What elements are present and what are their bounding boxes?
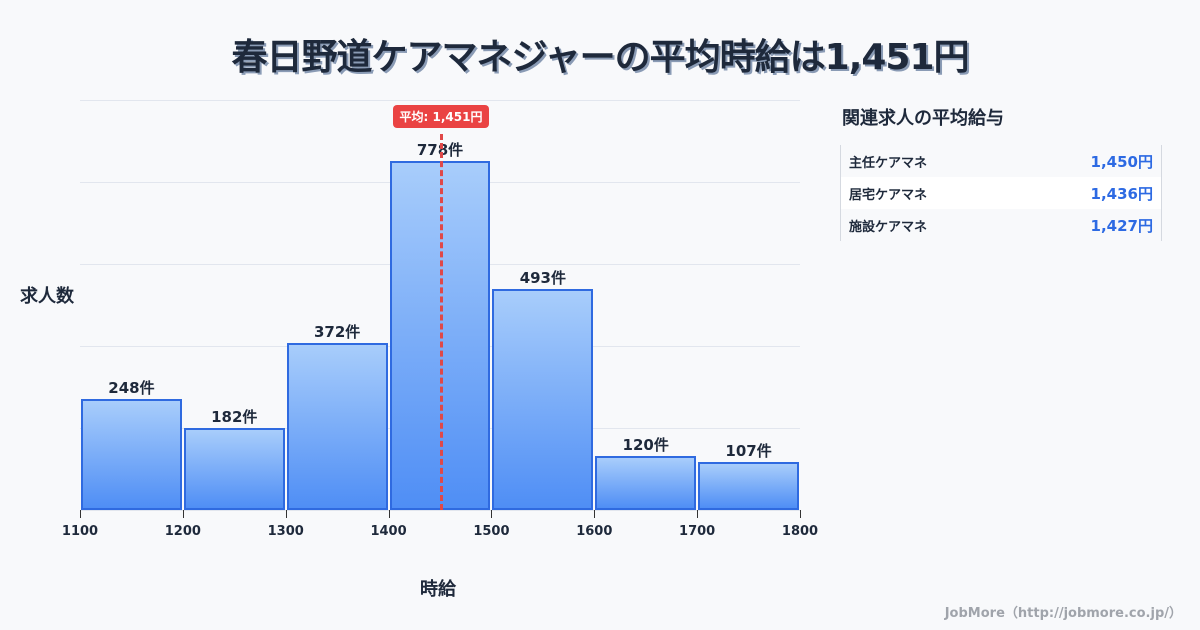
job-wage: 1,450円	[1090, 152, 1153, 171]
x-tick	[800, 510, 801, 518]
histogram-bar	[183, 428, 285, 510]
histogram-bar	[492, 288, 594, 510]
gridline	[80, 510, 800, 511]
histogram-bar	[286, 342, 388, 510]
bar-value-label: 182件	[211, 408, 258, 427]
gridline	[80, 100, 800, 101]
x-tick-label: 1600	[576, 524, 613, 539]
bar-value-label: 372件	[313, 322, 361, 341]
x-tick-label: 1800	[781, 524, 819, 539]
footer-credit: JobMore（http://jobmore.co.jp/）	[944, 606, 1182, 621]
related-job-row: 施設ケアマネ 1,427円	[841, 209, 1161, 241]
x-tick-label: 1200	[164, 524, 201, 539]
bar-value-label: 778件	[416, 140, 464, 159]
job-name: 施設ケアマネ	[849, 219, 928, 235]
job-name: 主任ケアマネ	[849, 155, 928, 171]
bar-value-label: 107件	[725, 441, 772, 460]
x-tick-label: 1500	[473, 524, 510, 539]
related-jobs-table: 主任ケアマネ 1,450円 居宅ケアマネ 1,436円 施設ケアマネ 1,427…	[840, 145, 1162, 241]
x-tick-label: 1700	[679, 524, 716, 539]
histogram-bar	[389, 160, 491, 510]
x-tick	[594, 510, 596, 518]
x-tick-label: 1300	[267, 524, 304, 539]
x-axis-label: 時給	[420, 579, 456, 600]
bar-value-label: 248件	[108, 378, 155, 397]
related-job-row: 主任ケアマネ 1,450円	[841, 145, 1161, 177]
related-jobs-title: 関連求人の平均給与	[842, 108, 1004, 129]
x-tick	[182, 510, 184, 518]
bar-value-label: 493件	[519, 268, 566, 287]
x-tick	[80, 510, 81, 518]
histogram-plot: 248件 182件 372件 778件 493件 120件 107件 1100 1200 1300…	[62, 100, 818, 539]
page-title: 春日野道ケアマネジャーの平均時給は1,451円	[231, 37, 969, 78]
x-tick	[285, 510, 287, 518]
mean-badge: 平均: 1,451円	[392, 105, 490, 128]
mean-line	[440, 134, 444, 510]
job-wage: 1,427円	[1090, 216, 1153, 235]
y-axis-label: 求人数	[20, 286, 74, 307]
x-tick	[491, 510, 493, 518]
histogram-bar	[595, 456, 697, 510]
x-tick-label: 1400	[370, 524, 407, 539]
x-tick-label: 1100	[61, 524, 99, 539]
histogram-bar	[698, 461, 799, 510]
x-tick	[388, 510, 390, 518]
job-name: 居宅ケアマネ	[849, 187, 928, 203]
bar-value-label: 120件	[622, 436, 669, 455]
x-tick	[697, 510, 699, 518]
job-wage: 1,436円	[1090, 184, 1153, 203]
related-job-row: 居宅ケアマネ 1,436円	[841, 177, 1161, 209]
histogram-bar	[81, 398, 182, 510]
